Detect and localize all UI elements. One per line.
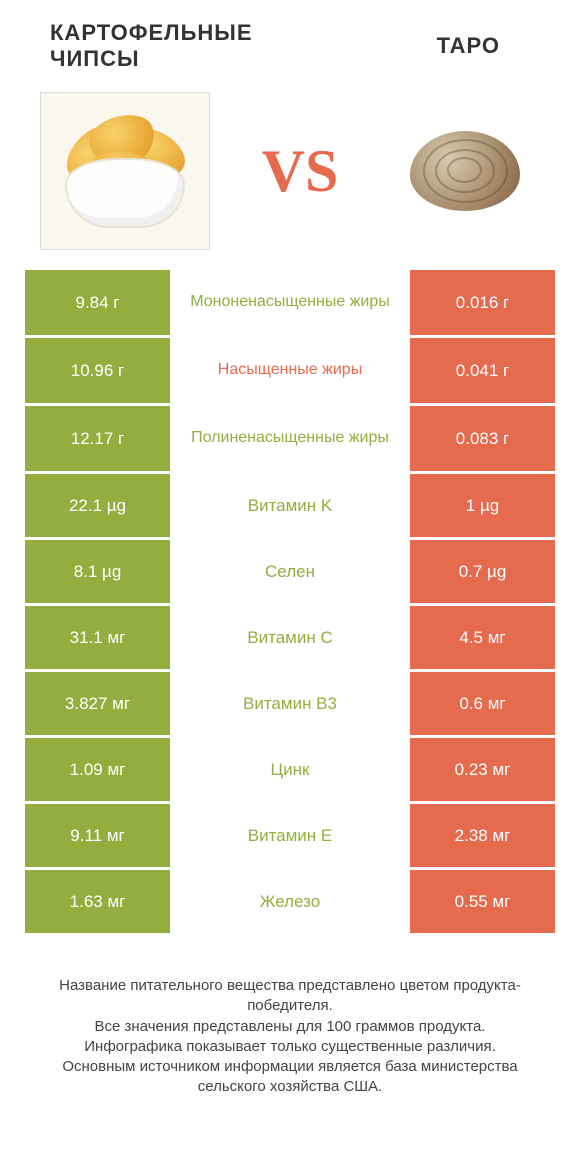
footer-line: Название питательного вещества представл… [30,976,550,1017]
nutrient-label: Селен [170,540,410,603]
nutrition-table: 9.84 гМононенасыщенные жиры0.016 г10.96 … [0,270,580,933]
footer-line: Инфографика показывает только существенн… [30,1037,550,1057]
nutrient-label: Насыщенные жиры [170,338,410,403]
value-right: 2.38 мг [410,804,555,867]
table-row: 9.11 мгВитамин E2.38 мг [25,804,555,867]
value-right: 0.083 г [410,406,555,471]
nutrient-label: Железо [170,870,410,933]
table-row: 12.17 гПолиненасыщенные жиры0.083 г [25,406,555,471]
header: КАРТОФЕЛЬНЫЕ ЧИПСЫ ТАРО [0,0,580,82]
value-left: 3.827 мг [25,672,170,735]
table-row: 1.63 мгЖелезо0.55 мг [25,870,555,933]
product-left-title: КАРТОФЕЛЬНЫЕ ЧИПСЫ [40,20,275,72]
value-left: 22.1 µg [25,474,170,537]
taro-icon [405,121,525,221]
product-right-image [390,92,540,250]
value-right: 0.7 µg [410,540,555,603]
footer-line: Основным источником информации является … [30,1057,550,1098]
product-right-title: ТАРО [275,20,540,72]
value-left: 8.1 µg [25,540,170,603]
value-left: 1.09 мг [25,738,170,801]
table-row: 31.1 мгВитамин C4.5 мг [25,606,555,669]
nutrient-label: Витамин E [170,804,410,867]
value-right: 4.5 мг [410,606,555,669]
value-right: 0.55 мг [410,870,555,933]
table-row: 1.09 мгЦинк0.23 мг [25,738,555,801]
value-left: 9.11 мг [25,804,170,867]
value-right: 0.041 г [410,338,555,403]
images-row: VS [0,82,580,270]
chips-icon [55,106,195,236]
nutrient-label: Витамин C [170,606,410,669]
footer-line: Все значения представлены для 100 граммо… [30,1017,550,1037]
nutrient-label: Мононенасыщенные жиры [170,270,410,335]
value-left: 1.63 мг [25,870,170,933]
value-right: 0.23 мг [410,738,555,801]
value-left: 10.96 г [25,338,170,403]
nutrient-label: Полиненасыщенные жиры [170,406,410,471]
value-right: 0.6 мг [410,672,555,735]
product-left-image [40,92,210,250]
footer-notes: Название питательного вещества представл… [0,936,580,1098]
value-left: 31.1 мг [25,606,170,669]
nutrient-label: Цинк [170,738,410,801]
nutrient-label: Витамин K [170,474,410,537]
table-row: 3.827 мгВитамин B30.6 мг [25,672,555,735]
vs-label: VS [262,137,339,206]
table-row: 9.84 гМононенасыщенные жиры0.016 г [25,270,555,335]
table-row: 22.1 µgВитамин K1 µg [25,474,555,537]
nutrient-label: Витамин B3 [170,672,410,735]
value-left: 9.84 г [25,270,170,335]
value-left: 12.17 г [25,406,170,471]
value-right: 1 µg [410,474,555,537]
table-row: 10.96 гНасыщенные жиры0.041 г [25,338,555,403]
value-right: 0.016 г [410,270,555,335]
table-row: 8.1 µgСелен0.7 µg [25,540,555,603]
